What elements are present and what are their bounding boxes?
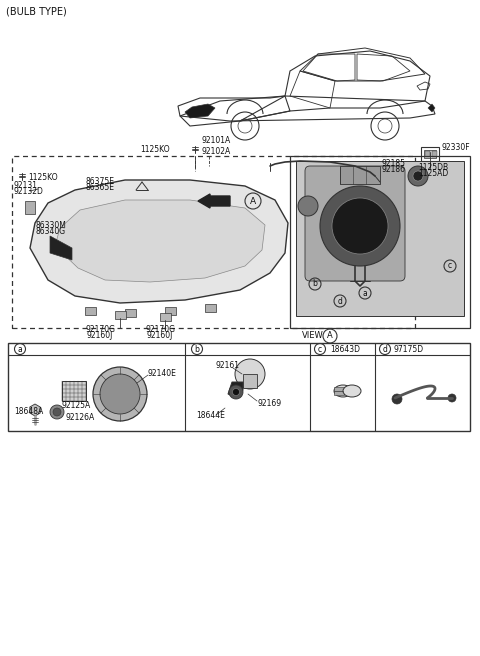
- Circle shape: [50, 405, 64, 419]
- FancyBboxPatch shape: [124, 308, 135, 316]
- Text: 86340G: 86340G: [36, 228, 66, 237]
- Polygon shape: [428, 104, 435, 112]
- Text: 86365E: 86365E: [85, 184, 114, 192]
- Text: 92126A: 92126A: [65, 413, 94, 422]
- Circle shape: [53, 408, 61, 416]
- Text: 86330M: 86330M: [36, 222, 67, 230]
- Bar: [62, 381, 86, 401]
- Text: 92170G: 92170G: [145, 325, 175, 335]
- Circle shape: [413, 171, 423, 181]
- Text: 18644E: 18644E: [196, 411, 225, 420]
- FancyBboxPatch shape: [165, 306, 176, 314]
- Circle shape: [232, 388, 240, 396]
- Bar: [334, 387, 344, 395]
- Text: (BULB TYPE): (BULB TYPE): [6, 7, 67, 17]
- Text: 92170G: 92170G: [85, 325, 115, 335]
- Text: 92160J: 92160J: [147, 331, 173, 340]
- Circle shape: [235, 359, 265, 389]
- Polygon shape: [30, 180, 288, 303]
- Text: d: d: [337, 297, 342, 306]
- Polygon shape: [50, 236, 72, 260]
- Polygon shape: [228, 382, 243, 398]
- Circle shape: [332, 198, 388, 254]
- Text: 86375E: 86375E: [85, 178, 114, 186]
- Text: 92161: 92161: [215, 361, 239, 371]
- Bar: [432, 151, 437, 157]
- Text: c: c: [318, 344, 322, 354]
- Text: b: b: [194, 344, 199, 354]
- Text: a: a: [362, 289, 367, 298]
- Text: 1125KO: 1125KO: [140, 144, 170, 154]
- Ellipse shape: [343, 385, 361, 397]
- Text: 92160J: 92160J: [87, 331, 113, 340]
- Bar: [290, 156, 470, 328]
- Circle shape: [298, 196, 318, 216]
- Circle shape: [229, 385, 243, 399]
- Polygon shape: [55, 200, 265, 282]
- Text: d: d: [383, 344, 387, 354]
- Text: A: A: [327, 331, 333, 340]
- Text: 92186: 92186: [382, 165, 406, 174]
- Bar: [424, 150, 436, 158]
- Circle shape: [100, 374, 140, 414]
- Bar: [243, 374, 257, 388]
- Text: 1125KO: 1125KO: [28, 173, 58, 182]
- Circle shape: [448, 394, 456, 402]
- Text: 92169: 92169: [258, 398, 282, 407]
- Text: 92330F: 92330F: [441, 144, 469, 152]
- Text: 1125DB: 1125DB: [418, 163, 448, 173]
- FancyBboxPatch shape: [305, 166, 405, 281]
- Circle shape: [93, 367, 147, 421]
- Text: 18643D: 18643D: [330, 344, 360, 354]
- Text: 97175D: 97175D: [394, 344, 424, 354]
- Polygon shape: [185, 104, 215, 118]
- Bar: [425, 151, 430, 157]
- Text: b: b: [312, 279, 317, 289]
- Text: c: c: [448, 262, 452, 270]
- Text: A: A: [250, 197, 256, 205]
- Text: 18648A: 18648A: [14, 407, 43, 415]
- FancyBboxPatch shape: [24, 201, 35, 213]
- FancyBboxPatch shape: [204, 304, 216, 312]
- Circle shape: [408, 166, 428, 186]
- Polygon shape: [30, 404, 40, 416]
- FancyBboxPatch shape: [115, 310, 125, 319]
- Text: 92101A
92102A: 92101A 92102A: [202, 136, 231, 156]
- Bar: [340, 166, 380, 184]
- Text: a: a: [18, 344, 23, 354]
- Text: VIEW: VIEW: [302, 331, 324, 340]
- Bar: [12, 156, 415, 328]
- Polygon shape: [296, 161, 464, 316]
- FancyArrow shape: [198, 194, 230, 208]
- Text: 92132D: 92132D: [14, 188, 44, 197]
- Ellipse shape: [334, 385, 352, 397]
- Bar: [8, 343, 470, 431]
- Text: 92140E: 92140E: [148, 369, 177, 379]
- Text: 92125A: 92125A: [62, 401, 91, 411]
- Text: 92131: 92131: [14, 182, 38, 190]
- Circle shape: [320, 186, 400, 266]
- FancyBboxPatch shape: [159, 312, 170, 321]
- Circle shape: [392, 394, 402, 404]
- Text: 92185: 92185: [382, 159, 406, 169]
- Text: 1125AD: 1125AD: [418, 169, 448, 178]
- FancyBboxPatch shape: [84, 306, 96, 314]
